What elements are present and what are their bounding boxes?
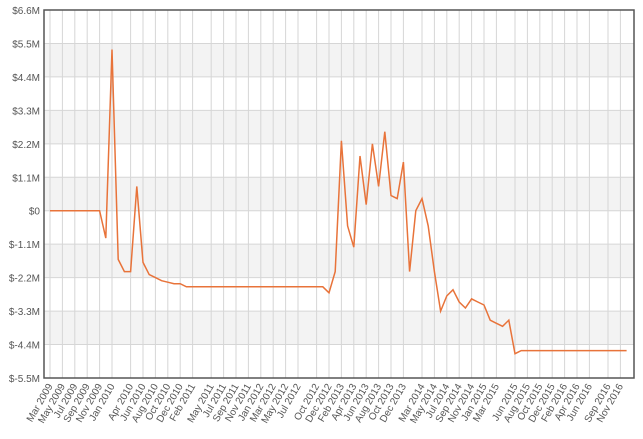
- data-line: [50, 49, 627, 355]
- grid-band: [44, 110, 634, 144]
- y-tick-label: $5.5M: [12, 39, 40, 50]
- y-tick-label: $-2.2M: [9, 274, 40, 285]
- y-tick-label: $-5.5M: [9, 374, 40, 385]
- plot-border: [43, 9, 635, 379]
- y-tick-label: $0: [29, 207, 41, 218]
- y-tick-label: $3.3M: [12, 106, 40, 117]
- y-tick-label: $6.6M: [12, 6, 40, 17]
- y-tick-label: $1.1M: [12, 173, 40, 184]
- grid-band: [44, 43, 634, 77]
- grid-band: [44, 311, 634, 345]
- y-tick-label: $-1.1M: [9, 240, 40, 251]
- y-tick-label: $4.4M: [12, 73, 40, 84]
- y-tick-label: $2.2M: [12, 140, 40, 151]
- y-tick-label: $-4.4M: [9, 341, 40, 352]
- y-tick-label: $-3.3M: [9, 307, 40, 318]
